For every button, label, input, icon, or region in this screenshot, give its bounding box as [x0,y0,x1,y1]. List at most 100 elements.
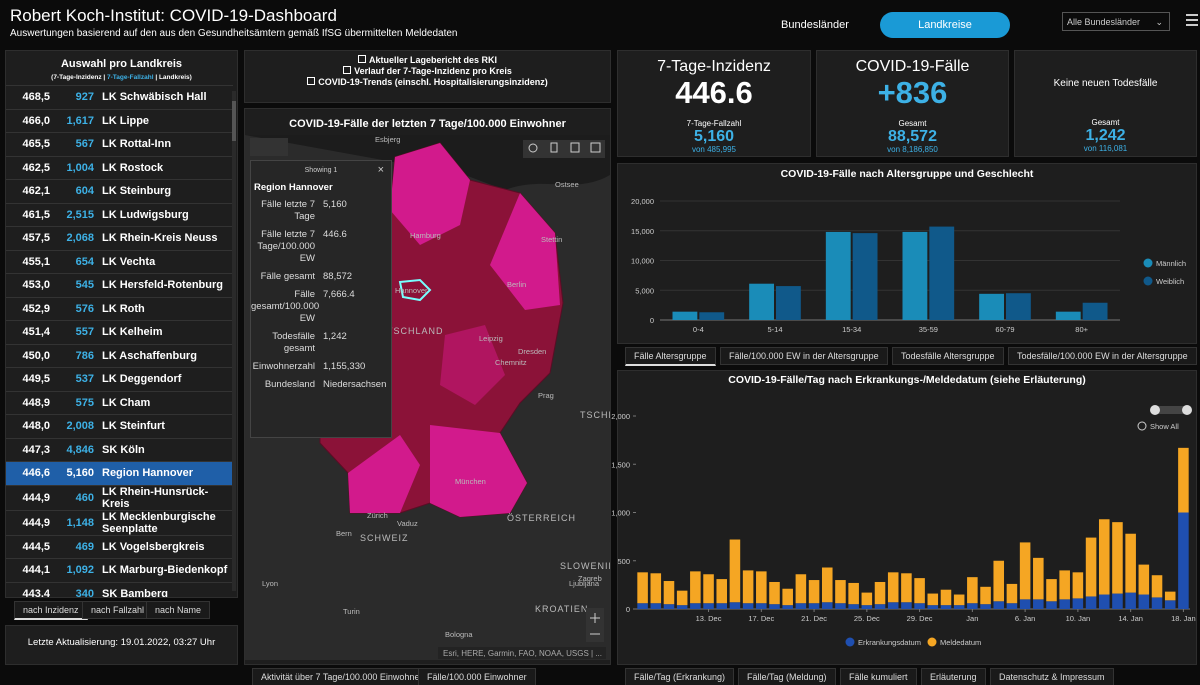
map-label: Stettin [541,235,562,244]
district-row[interactable]: 462,5 1,004 LK Rostock [6,157,233,180]
district-row[interactable]: 450,0 786 LK Aschaffenburg [6,345,233,368]
popup-close[interactable]: × [377,164,384,176]
list-icon[interactable] [570,142,580,153]
search-icon[interactable] [528,143,538,153]
sort-button[interactable]: nach Name [146,601,211,619]
incidence: 444,5 [22,540,50,553]
district-row[interactable]: 444,5 469 LK Vogelsbergkreis [6,536,233,559]
chart-tab[interactable]: Fälle Altersgruppe [625,347,716,366]
stat-title: COVID-19-Fälle [855,58,970,75]
link[interactable]: Verlauf der 7-Tage-Inzidenz pro Kreis [245,66,610,77]
stat-title: Keine neuen Todesfälle [1053,78,1158,89]
region-high [430,425,527,517]
chart-tab[interactable]: Fälle/100.000 EW in der Altersgruppe [720,347,888,365]
zoom-icons[interactable] [590,613,600,635]
title: Robert Koch-Institut: COVID-19-Dashboard [10,6,337,25]
link-icon [307,77,316,85]
chart-tab[interactable]: Todesfälle Altersgruppe [892,347,1004,365]
stat-big: 446.6 [675,75,753,110]
field-label: Fälle gesamt [260,271,315,282]
chart-tab[interactable]: Datenschutz & Impressum [990,668,1114,685]
case-count: 545 [75,279,94,292]
map-tab[interactable]: Aktivität über 7 Tage/100.000 Einwohner [252,668,432,685]
popup-field: Fälle gesamt/100.000 EW 7,666.4 [251,289,391,325]
district-row[interactable]: 447,3 4,846 SK Köln [6,439,233,462]
qr-icon[interactable] [590,142,601,153]
popup-field: Bundesland Niedersachsen [251,379,391,391]
map-label: Hannover [395,286,428,295]
incidence: 449,5 [22,373,50,386]
district-row[interactable]: 444,9 1,148 LK Mecklenburgische Seenplatte [6,511,233,536]
district-row[interactable]: 455,1 654 LK Vechta [6,251,233,274]
case-count: 1,617 [66,114,94,127]
map-label: Dresden [518,347,546,356]
district-row[interactable]: 448,9 575 LK Cham [6,392,233,415]
chart-tab[interactable]: Erläuterung [921,668,986,685]
chart-tab[interactable]: Fälle/Tag (Meldung) [738,668,836,685]
district-row[interactable]: 449,5 537 LK Deggendorf [6,368,233,392]
map-label: München [455,477,486,486]
map-label: TSCHECHIEN [580,410,610,420]
incidence: 448,0 [22,420,50,433]
daily-panel [617,370,1197,665]
district-row[interactable]: 453,0 545 LK Hersfeld-Rotenburg [6,274,233,298]
district-row[interactable]: 444,9 460 LK Rhein-Hunsrück-Kreis [6,486,233,511]
header-tab[interactable]: Landkreise [880,12,1010,38]
menu-icon[interactable] [1186,14,1198,26]
field-value: 1,155,330 [323,361,366,372]
link[interactable]: COVID-19-Trends (einschl. Hospitalisieru… [245,77,610,88]
district-row[interactable]: 466,0 1,617 LK Lippe [6,110,233,133]
popup-field: Fälle letzte 7 Tage 5,160 [251,199,391,223]
sort-button[interactable]: nach Inzidenz [14,601,88,620]
dropdown-arrow: ⌄ [1155,17,1163,27]
case-count: 2,008 [66,420,94,433]
district-name: LK Lippe [102,114,150,127]
district-row[interactable]: 461,5 2,515 LK Ludwigsburg [6,204,233,227]
district-row[interactable]: 448,0 2,008 LK Steinfurt [6,415,233,439]
district-row[interactable]: 451,4 557 LK Kelheim [6,321,233,345]
district-row[interactable]: 443,4 340 SK Bamberg [6,583,233,597]
stat-value: 1,242 [1085,127,1126,144]
map-label: Lyon [262,579,278,588]
district-row[interactable]: 468,5 927 LK Schwäbisch Hall [6,86,233,110]
popup-field: Einwohnerzahl 1,155,330 [251,361,391,373]
case-count: 927 [75,91,94,104]
case-count: 654 [75,255,94,268]
region-high [390,143,470,245]
attribution: Esri, HERE, Garmin, FAO, NOAA, USGS | ..… [443,649,602,658]
incidence: 448,9 [22,396,50,409]
district-row[interactable]: 446,6 5,160 Region Hannover [6,462,233,486]
field-value: 446.6 [323,229,347,240]
district-row[interactable]: 465,5 567 LK Rottal-Inn [6,133,233,157]
scroll-thumb[interactable] [232,101,236,141]
bookmark-icon[interactable] [550,142,558,153]
incidence: 444,9 [22,516,50,529]
district-row[interactable]: 462,1 604 LK Steinburg [6,180,233,204]
chart-tab[interactable]: Fälle/Tag (Erkrankung) [625,668,735,685]
field-label: Fälle letzte 7 Tage [261,199,315,222]
incidence: 453,0 [22,279,50,292]
district-row[interactable]: 452,9 576 LK Roth [6,298,233,321]
district-name: LK Steinburg [102,185,172,198]
dropdown[interactable]: Alle Bundesländer ⌄ [1062,12,1170,31]
incidence: 450,0 [22,349,50,362]
link[interactable]: Aktueller Lagebericht des RKI [245,55,610,66]
district-name: LK Hersfeld-Rotenburg [102,279,223,292]
header-tab[interactable]: Bundesländer [781,19,849,31]
case-count: 460 [75,491,94,504]
chart-tab[interactable]: Fälle kumuliert [840,668,917,685]
district-name: LK Rhein-Kreis Neuss [102,232,218,245]
incidence: 451,4 [22,326,50,339]
map-tab[interactable]: Fälle/100.000 Einwohner [418,668,536,685]
map-label: Esbjerg [375,135,400,144]
map-label: Zürich [367,511,388,520]
map-tool[interactable] [250,138,288,156]
district-row[interactable]: 444,1 1,092 LK Marburg-Biedenkopf [6,559,233,583]
incidence: 443,4 [22,587,50,597]
chart-tab[interactable]: Todesfälle/100.000 EW in der Altersgrupp… [1008,347,1197,365]
sort-button[interactable]: nach Fallzahl [82,601,154,619]
district-name: LK Rhein-Hunsrück-Kreis [102,485,209,510]
district-row[interactable]: 457,5 2,068 LK Rhein-Kreis Neuss [6,227,233,251]
link-text: Verlauf der 7-Tage-Inzidenz pro Kreis [354,66,512,76]
link-text: COVID-19-Trends (einschl. Hospitalisieru… [318,77,548,87]
